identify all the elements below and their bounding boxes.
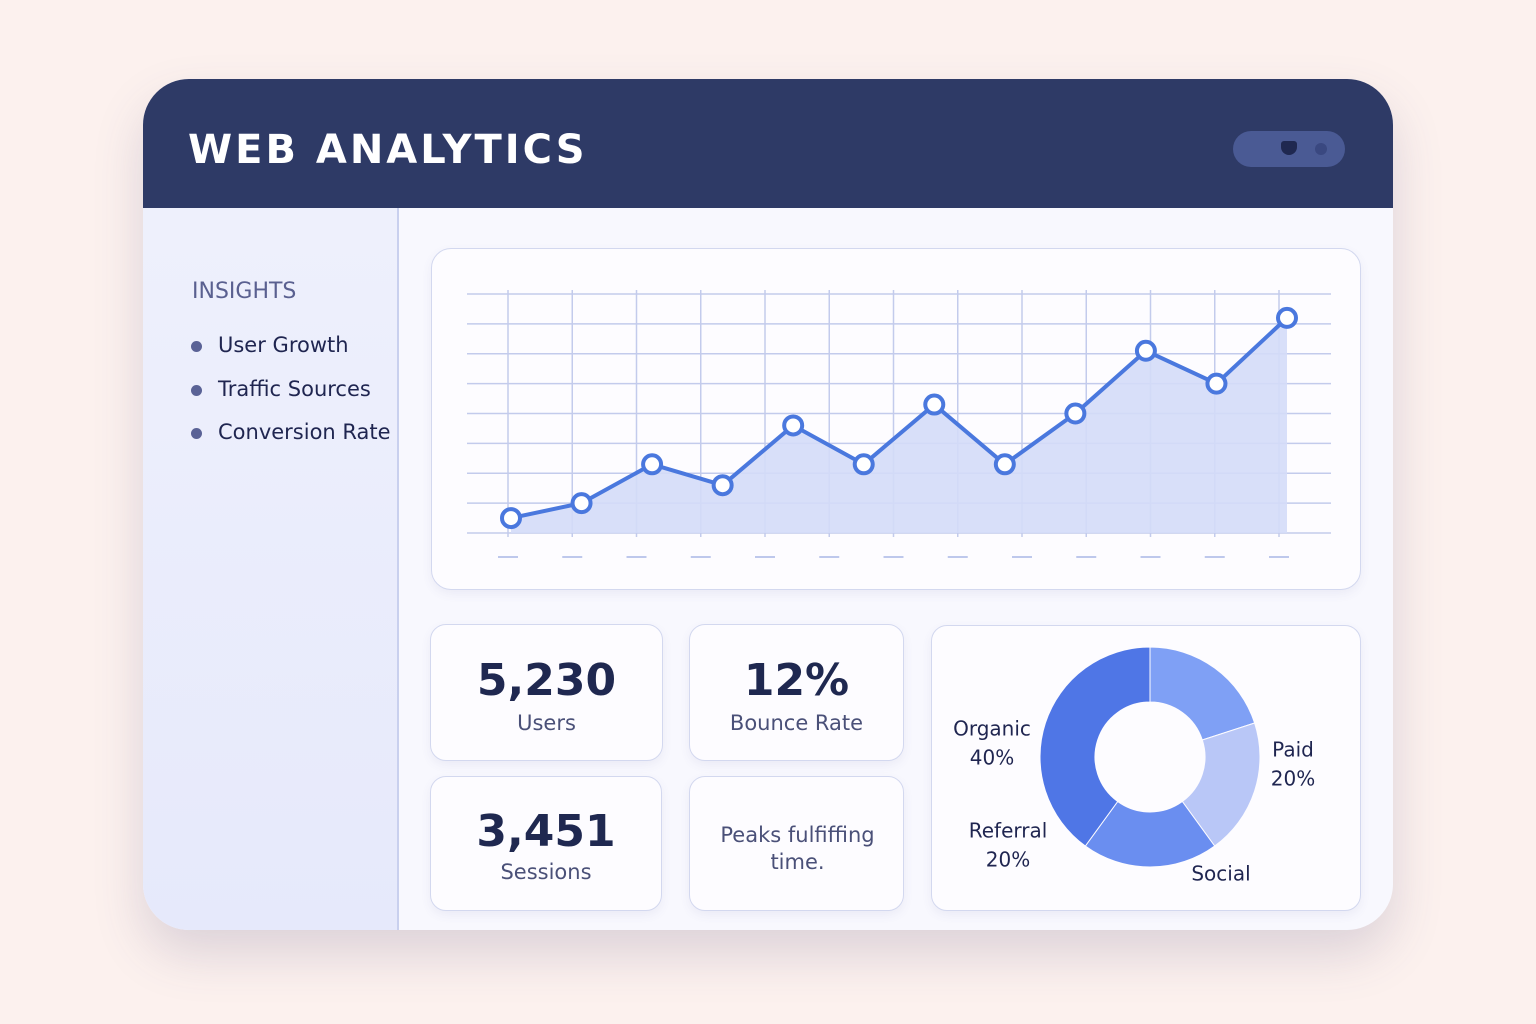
note-card: Peaks fulfiffing time. bbox=[689, 776, 904, 911]
area bbox=[511, 317, 1287, 533]
slice-label: Organic bbox=[953, 717, 1031, 741]
slice-value: 20% bbox=[986, 848, 1030, 872]
sidebar bbox=[143, 208, 399, 930]
title: WEB ANALYTICS bbox=[188, 127, 588, 173]
nav-item[interactable]: Traffic Sources bbox=[218, 377, 371, 401]
line bbox=[510, 316, 1289, 521]
point bbox=[852, 453, 875, 476]
bullet bbox=[191, 385, 202, 396]
point bbox=[1064, 402, 1087, 425]
header: WEB ANALYTICS bbox=[143, 79, 1393, 208]
stat-card: 5,230 Users bbox=[430, 624, 663, 761]
slice-label: Referral bbox=[969, 819, 1048, 843]
stat-value: 5,230 bbox=[476, 655, 617, 706]
stat-value: 12% bbox=[743, 655, 850, 706]
point bbox=[782, 414, 805, 437]
slice-label: Social bbox=[1191, 862, 1250, 886]
stat-card: 3,451 Sessions bbox=[430, 776, 662, 911]
stat-label: Bounce Rate bbox=[729, 711, 864, 735]
sidebar-heading: INSIGHTS bbox=[192, 279, 297, 304]
bullet bbox=[191, 428, 202, 439]
donut-slice bbox=[1149, 646, 1256, 741]
stat-label: Sessions bbox=[500, 860, 592, 884]
point bbox=[641, 453, 664, 476]
nav-item[interactable]: User Growth bbox=[218, 333, 349, 357]
donut-slice bbox=[1039, 646, 1151, 847]
stat-label: Users bbox=[517, 711, 576, 735]
note-text: Peaks fulfiffing time. bbox=[720, 823, 875, 874]
slice-label: Paid bbox=[1272, 738, 1314, 762]
indicator bbox=[1315, 143, 1327, 155]
point bbox=[1205, 372, 1228, 395]
point bbox=[570, 492, 593, 515]
stat-value: 3,451 bbox=[476, 806, 616, 857]
slice-value: 40% bbox=[970, 746, 1014, 770]
point bbox=[923, 393, 946, 416]
point bbox=[993, 453, 1016, 476]
toggle[interactable] bbox=[1233, 131, 1345, 167]
point bbox=[500, 507, 522, 530]
stat-card: 12% Bounce Rate bbox=[689, 624, 904, 761]
nav-item[interactable]: Conversion Rate bbox=[218, 420, 391, 444]
slice-value: 20% bbox=[1271, 767, 1315, 791]
icon bbox=[1281, 141, 1297, 155]
point bbox=[711, 474, 734, 497]
point bbox=[1276, 306, 1298, 329]
bullet bbox=[191, 341, 202, 352]
point bbox=[1134, 339, 1157, 362]
